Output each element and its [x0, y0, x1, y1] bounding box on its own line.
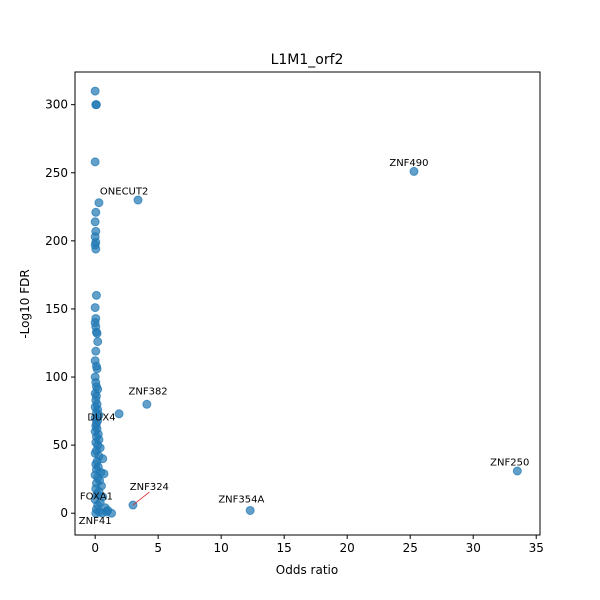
x-axis-label: Odds ratio — [276, 563, 338, 577]
scatter-point — [245, 505, 255, 515]
scatter-point — [94, 198, 104, 208]
scatter-point — [142, 399, 152, 409]
scatter-point — [92, 328, 102, 338]
point-annotation: ONECUT2 — [100, 187, 148, 198]
scatter-point — [133, 195, 143, 205]
scatter-point — [102, 507, 112, 517]
scatter-point — [409, 166, 419, 176]
scatter-point — [93, 337, 103, 347]
scatter-point — [512, 466, 522, 476]
scatter-point — [91, 100, 101, 110]
point-annotation: FOXA1 — [80, 492, 113, 503]
annotation-leader — [132, 491, 150, 506]
x-tick-label: 0 — [91, 541, 99, 555]
x-tick-label: 25 — [403, 541, 418, 555]
point-annotation: ZNF382 — [129, 387, 168, 398]
point-annotation: ZNF354A — [218, 494, 264, 505]
x-tick-label: 35 — [529, 541, 544, 555]
x-tick-label: 5 — [154, 541, 162, 555]
y-axis-label: -Log10 FDR — [18, 269, 32, 338]
scatter-point — [99, 469, 109, 479]
point-annotation: ZNF250 — [490, 458, 529, 469]
scatter-point — [90, 217, 100, 227]
scatter-point — [92, 364, 102, 374]
point-annotation: ZNF324 — [130, 482, 169, 493]
y-tick-label: 300 — [45, 98, 68, 112]
y-tick-label: 250 — [45, 166, 68, 180]
y-tick-label: 50 — [53, 438, 68, 452]
y-tick-label: 100 — [45, 370, 68, 384]
point-annotation: DUX4 — [87, 413, 115, 424]
scatter-point — [114, 409, 124, 419]
y-tick-label: 200 — [45, 234, 68, 248]
scatter-point — [91, 244, 101, 254]
point-annotation: ZNF41 — [79, 516, 112, 527]
scatter-point — [91, 346, 101, 356]
y-tick-label: 150 — [45, 302, 68, 316]
point-annotation: ZNF490 — [389, 158, 428, 169]
scatter-point — [90, 303, 100, 313]
scatter-point — [91, 207, 101, 217]
scatter-point — [91, 290, 101, 300]
x-tick-label: 20 — [340, 541, 355, 555]
chart-title: L1M1_orf2 — [271, 52, 344, 68]
x-tick-label: 15 — [277, 541, 292, 555]
plot-frame — [74, 71, 541, 536]
y-tick-label: 0 — [60, 506, 68, 520]
scatter-point — [90, 86, 100, 96]
x-tick-label: 10 — [214, 541, 229, 555]
scatter-point — [90, 157, 100, 167]
x-tick-label: 30 — [466, 541, 481, 555]
